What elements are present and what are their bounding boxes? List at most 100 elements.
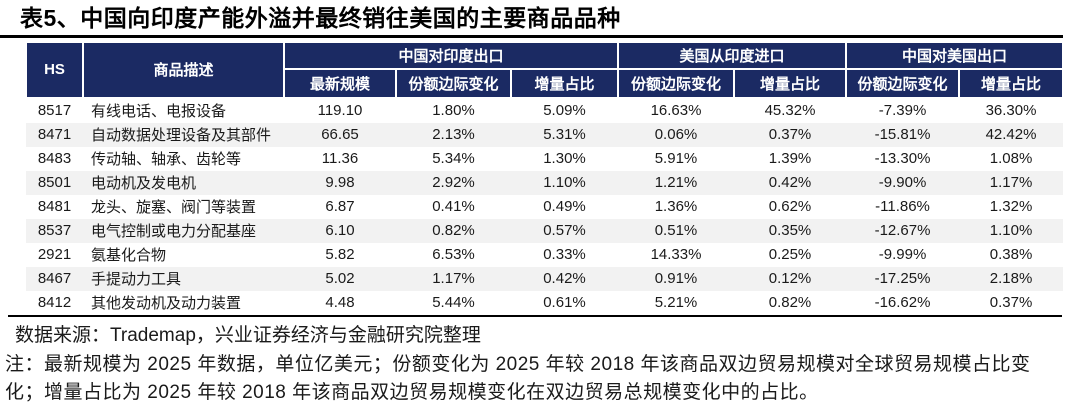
- value-cell: 0.38%: [989, 246, 1033, 263]
- value-cell: 11.36: [321, 150, 359, 167]
- value-cell: 5.31%: [543, 126, 586, 143]
- title-rule: [0, 35, 1063, 38]
- hs-cell: 8483: [37, 150, 72, 167]
- group-header-china-to-us: 中国对美国出口: [845, 40, 1065, 70]
- value-cell: 0.33%: [543, 246, 586, 263]
- value-cell: 5.91%: [654, 150, 698, 167]
- value-cell: 0.62%: [768, 198, 812, 215]
- value-cell: 0.82%: [432, 222, 475, 239]
- desc-cell: 电动机及发电机: [91, 175, 197, 192]
- sub-header-incremental-3: 增量占比: [958, 67, 1065, 99]
- sub-header-share-change-2: 份额边际变化: [617, 67, 735, 99]
- value-cell: 5.82: [325, 246, 355, 263]
- value-cell: 6.10: [325, 222, 355, 239]
- value-cell: -9.90%: [878, 174, 927, 191]
- value-cell: 1.32%: [989, 198, 1033, 215]
- value-cell: -7.39%: [878, 102, 927, 119]
- value-cell: -13.30%: [874, 150, 931, 167]
- col-header-desc: 商品描述: [82, 40, 285, 99]
- value-cell: -16.62%: [874, 294, 931, 311]
- page-title: 表5、中国向印度产能外溢并最终销往美国的主要商品品种: [20, 5, 621, 31]
- footnote-line-1: 注：最新规模为 2025 年数据，单位亿美元；份额变化为 2025 年较 201…: [5, 354, 1031, 375]
- value-cell: 1.17%: [989, 174, 1033, 191]
- hs-cell: 8537: [37, 222, 72, 239]
- value-cell: 45.32%: [764, 102, 816, 119]
- table-row: 8537 电气控制或电力分配基座 6.10 0.82% 0.57% 0.51% 0.35% -…: [26, 218, 1064, 243]
- value-cell: 5.09%: [543, 102, 586, 119]
- table-row: 8483 传动轴、轴承、齿轮等 11.36 5.34% 1.30% 5.91% 1.39% -…: [26, 147, 1063, 171]
- group-header-row: HS 商品描述 中国对印度出口 美国从印度进口 中国对美国出口: [25, 40, 1065, 99]
- hs-cell: 8471: [37, 126, 72, 143]
- desc-cell: 氨基化合物: [91, 247, 167, 264]
- sub-header-latest-scale: 最新规模: [283, 67, 397, 99]
- value-cell: 0.82%: [768, 294, 812, 311]
- footnote-line-2: 化；增量占比为 2025 年较 2018 年该商品双边贸易规模变化在双边贸易总规…: [5, 382, 819, 403]
- hs-cell: 8467: [37, 270, 72, 287]
- value-cell: 0.42%: [543, 270, 586, 287]
- desc-cell: 有线电话、电报设备: [91, 103, 227, 120]
- group-header-us-from-india: 美国从印度进口: [616, 40, 848, 70]
- table-row: 8517 有线电话、电报设备 119.10 1.80% 5.09% 16.63% 45.32…: [26, 98, 1063, 123]
- desc-cell: 自动数据处理设备及其部件: [91, 127, 272, 144]
- footnote: 注：最新规模为 2025 年数据，单位亿美元；份额变化为 2025 年较 201…: [5, 351, 1080, 407]
- value-cell: 1.36%: [654, 198, 698, 215]
- value-cell: -9.99%: [878, 246, 927, 263]
- value-cell: 9.98: [325, 174, 355, 191]
- value-cell: 2.18%: [989, 270, 1033, 287]
- value-cell: 0.49%: [543, 198, 586, 215]
- value-cell: 5.21%: [654, 294, 698, 311]
- value-cell: 14.33%: [650, 246, 702, 263]
- value-cell: 0.51%: [654, 222, 698, 239]
- value-cell: 0.37%: [989, 294, 1033, 311]
- value-cell: 66.65: [321, 126, 359, 143]
- table-row: 8412 其他发动机及动力装置 4.48 5.44% 0.61% 5.21% 0.82% -1…: [26, 291, 1063, 315]
- value-cell: 36.30%: [985, 102, 1037, 119]
- value-cell: 1.10%: [989, 222, 1033, 239]
- value-cell: 5.02: [325, 270, 355, 287]
- sub-header-row: 最新规模 份额边际变化 增量占比 份额边际变化 增量占比 份额边际变化 增量占比: [26, 67, 1065, 99]
- value-cell: 5.44%: [432, 294, 475, 311]
- desc-cell: 电气控制或电力分配基座: [91, 223, 257, 240]
- value-cell: 0.25%: [768, 246, 812, 263]
- table-body: 8517 有线电话、电报设备 119.10 1.80% 5.09% 16.63% 45.32…: [26, 98, 1064, 315]
- table-row: 2921 氨基化合物 5.82 6.53% 0.33% 14.33% 0.25% -9.99%…: [26, 243, 1063, 267]
- value-cell: 0.91%: [654, 270, 698, 287]
- value-cell: 5.34%: [432, 150, 475, 167]
- value-cell: 0.41%: [432, 198, 475, 215]
- desc-cell: 传动轴、轴承、齿轮等: [91, 151, 242, 168]
- value-cell: 1.39%: [768, 150, 812, 167]
- hs-cell: 8517: [37, 102, 72, 119]
- value-cell: 0.06%: [654, 126, 698, 143]
- value-cell: 0.35%: [768, 222, 812, 239]
- table-row: 8467 手提动力工具 5.02 1.17% 0.42% 0.91% 0.12% -17.25…: [26, 266, 1064, 291]
- value-cell: -11.86%: [875, 198, 930, 215]
- commodity-table: HS 商品描述 中国对印度出口 美国从印度进口 中国对美国出口 最新规模 份额边…: [25, 40, 1065, 315]
- value-cell: 0.37%: [768, 126, 812, 143]
- value-cell: 0.42%: [768, 174, 812, 191]
- desc-cell: 其他发动机及动力装置: [91, 295, 242, 312]
- table-row: 8501 电动机及发电机 9.98 2.92% 1.10% 1.21% 0.42% -9.90…: [26, 170, 1064, 195]
- col-header-hs: HS: [25, 40, 84, 99]
- value-cell: -15.81%: [874, 126, 931, 143]
- group-header-china-to-india: 中国对印度出口: [283, 40, 619, 70]
- desc-cell: 龙头、旋塞、阀门等装置: [91, 199, 257, 216]
- hs-cell: 8412: [37, 294, 72, 311]
- sub-header-share-change-3: 份额边际变化: [845, 67, 961, 99]
- sub-header-incremental-2: 增量占比: [732, 67, 848, 99]
- hs-cell: 8501: [37, 174, 72, 191]
- data-source-note: 数据来源：Trademap，兴业证券经济与金融研究院整理: [15, 325, 481, 346]
- value-cell: 42.42%: [985, 126, 1037, 143]
- value-cell: 2.92%: [432, 174, 475, 191]
- value-cell: 0.12%: [768, 270, 812, 287]
- value-cell: 1.30%: [543, 150, 586, 167]
- sub-header-share-change-1: 份额边际变化: [395, 67, 512, 99]
- value-cell: -12.67%: [874, 222, 931, 239]
- desc-cell: 手提动力工具: [91, 271, 182, 288]
- value-cell: 1.17%: [432, 270, 475, 287]
- table-row: 8481 龙头、旋塞、阀门等装置 6.87 0.41% 0.49% 1.36% 0.62% -…: [26, 195, 1063, 219]
- hs-cell: 8481: [37, 198, 72, 215]
- value-cell: 0.61%: [543, 294, 586, 311]
- value-cell: 6.53%: [432, 246, 475, 263]
- value-cell: 1.10%: [543, 174, 586, 191]
- hs-cell: 2921: [37, 246, 72, 263]
